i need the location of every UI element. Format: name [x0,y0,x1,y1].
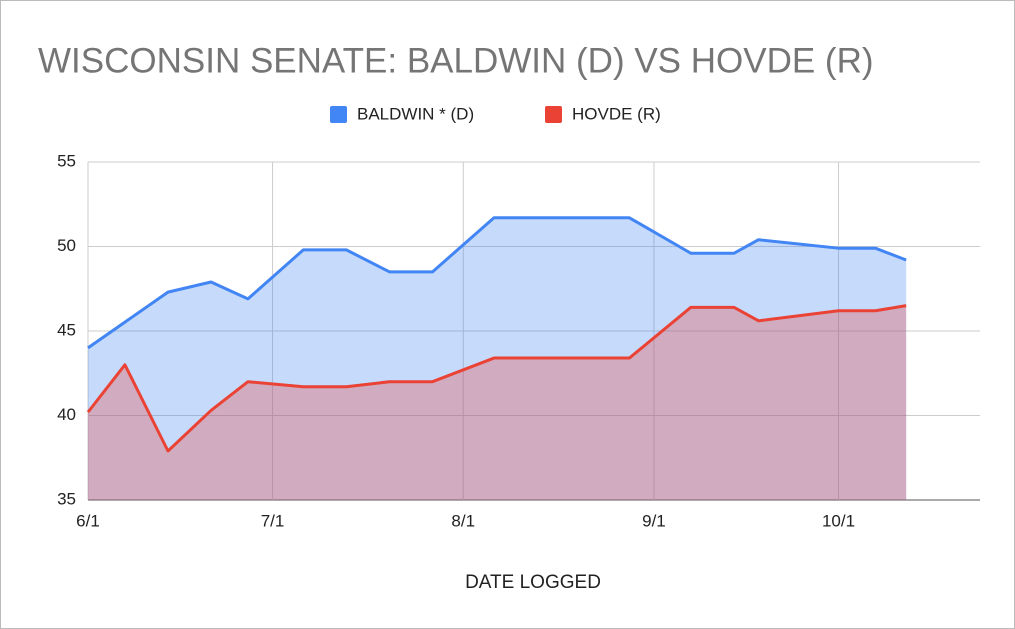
line [86,304,907,453]
x-tick-label: 7/1 [261,511,285,530]
x-axis-title: DATE LOGGED [465,572,601,593]
chart-title: WISCONSIN SENATE: BALDWIN (D) VS HOVDE (… [38,41,874,80]
area [88,305,907,500]
y-tick-label: 45 [57,320,76,339]
legend-label: HOVDE (R) [572,104,661,123]
line [87,216,907,350]
y-tick-label: 50 [57,236,76,255]
legend-swatch [330,106,347,123]
y-tick-label: 40 [57,405,76,424]
x-tick-label: 10/1 [822,511,855,530]
legend-swatch [545,106,562,123]
y-tick-label: 55 [57,151,76,170]
legend-label: BALDWIN * (D) [357,104,474,123]
x-tick-label: 8/1 [451,511,475,530]
y-tick-label: 35 [57,489,76,508]
x-tick-label: 6/1 [76,511,100,530]
x-tick-label: 9/1 [642,511,666,530]
